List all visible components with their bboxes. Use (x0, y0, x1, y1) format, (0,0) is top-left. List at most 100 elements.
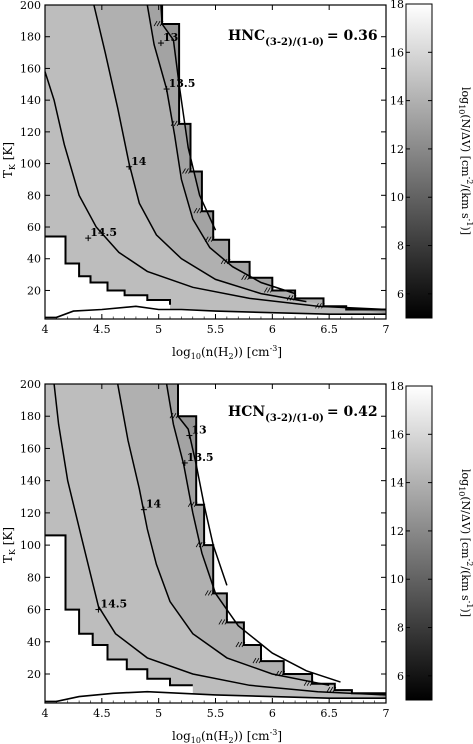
step-hatch (252, 657, 257, 664)
contour-line-1 (116, 383, 330, 687)
step-hatch (188, 168, 192, 174)
contour-line-2 (165, 383, 341, 683)
step-hatch (207, 236, 212, 242)
y-tick-label: 40 (27, 636, 41, 649)
step-hatch (241, 274, 245, 280)
step-hatch (221, 619, 226, 625)
colorbar-label: log10(N/ΔV) [cm-2/(km s-1)] (457, 87, 473, 235)
step-hatch (172, 413, 177, 419)
contour-label: 13 (163, 31, 178, 44)
contour-line-0 (53, 383, 387, 696)
valid-region (45, 384, 386, 702)
step-hatch (173, 120, 178, 127)
hcn-ratio-annotation: HCN(3-2)/(1-0) = 0.42 (228, 404, 378, 424)
x-tick-label: 7 (383, 707, 390, 720)
masked-floor (45, 691, 386, 703)
contour-line-2 (146, 4, 296, 295)
step-hatch (182, 168, 186, 174)
contour-label: 13 (191, 424, 206, 437)
step-hatch (156, 20, 161, 27)
colorbar-bottom: 6 8 10 12 14 16 18 log10(N/ΔV) [cm-2/(km s-1)] (390, 380, 473, 701)
step-hatch (176, 120, 181, 127)
boundary-low (45, 305, 386, 319)
contour-label: 14.5 (100, 598, 127, 611)
boundary-right (161, 5, 386, 311)
contour-label: 13.5 (169, 77, 196, 90)
y-tick-label: 160 (20, 442, 41, 455)
step-hatch (207, 590, 212, 596)
x-tick-label: 5 (155, 323, 162, 336)
y-tick-label: 60 (27, 221, 41, 234)
step-hatch (201, 541, 206, 548)
y-tick-label: 120 (20, 507, 41, 520)
x-tick-label: 6.5 (320, 707, 338, 720)
boundary-left (45, 534, 193, 687)
x-tick-label: 6.5 (320, 323, 338, 336)
x-axis-label: log10(n(H2)) [cm-3] (172, 728, 282, 744)
step-hatch (195, 541, 200, 548)
contour-line-3 (160, 4, 217, 231)
colorbar-tick-label: 12 (390, 143, 404, 156)
x-tick-label: 6 (269, 707, 276, 720)
step-hatch (329, 686, 334, 693)
x-tick-label: 5 (155, 707, 162, 720)
step-hatch (153, 20, 158, 27)
colorbar-tick-label: 16 (390, 428, 404, 441)
y-tick-label: 80 (27, 571, 41, 584)
y-tick-label: 80 (27, 189, 41, 202)
colorbar-tick-label: 14 (390, 95, 404, 108)
y-tick-label: 140 (20, 94, 41, 107)
x-tick-label: 4 (42, 707, 49, 720)
x-tick-label: 4.5 (93, 323, 111, 336)
step-hatch (193, 501, 198, 508)
colorbar-tick-label: 16 (390, 46, 404, 59)
masked-low-region (45, 535, 193, 703)
y-tick-label: 100 (20, 539, 41, 552)
step-hatch (235, 641, 240, 648)
colorbar-tick-label: 10 (390, 573, 404, 586)
boundary-right (177, 384, 386, 695)
x-tick-label: 6 (269, 323, 276, 336)
y-tick-label: 100 (20, 158, 41, 171)
step-hatch (210, 590, 215, 596)
y-axis-label: TK [K] (1, 142, 17, 178)
colorbar-tick-label: 14 (390, 477, 404, 490)
contour-label: 13.5 (187, 451, 214, 464)
colorbar-gradient (405, 385, 433, 701)
colorbar-tick-label: 6 (397, 670, 404, 683)
colorbar-tick-label: 10 (390, 191, 404, 204)
x-tick-label: 5.5 (207, 707, 225, 720)
step-hatch (238, 641, 243, 648)
step-hatch (266, 287, 271, 293)
y-tick-label: 40 (27, 253, 41, 266)
step-hatch (224, 619, 229, 625)
x-tick-label: 4.5 (93, 707, 111, 720)
step-hatch (185, 168, 189, 174)
y-tick-label: 20 (27, 668, 41, 681)
colorbar-tick-label: 12 (390, 525, 404, 538)
step-hatch (258, 657, 263, 664)
step-hatch (218, 619, 223, 625)
x-tick-label: 4 (42, 323, 49, 336)
contour-label: 14 (146, 498, 162, 511)
hcn-panel: 13 13.5 14 14.5 4 4.5 5 5.5 6 6.5 7 20 40 60 80 100 120 1… (1, 378, 390, 744)
contour-line-3 (177, 384, 228, 586)
y-tick-label: 180 (20, 31, 41, 44)
x-tick-label: 5.5 (207, 323, 225, 336)
hnc-ratio-annotation: HNC(3-2)/(1-0) = 0.36 (228, 28, 378, 48)
step-hatch (193, 207, 198, 214)
x-axis-label: log10(n(H2)) [cm-3] (172, 344, 282, 361)
contour-label: 14 (131, 155, 147, 168)
y-tick-label: 20 (27, 284, 41, 297)
x-tick-label: 7 (383, 323, 390, 336)
y-tick-label: 200 (20, 0, 41, 12)
boundary-low (45, 690, 386, 703)
y-axis-label: TK [K] (1, 527, 17, 563)
colorbar-tick-label: 18 (390, 380, 404, 393)
y-tick-label: 60 (27, 604, 41, 617)
y-tick-label: 200 (20, 378, 41, 391)
step-hatch (332, 686, 337, 693)
contour-label: 14.5 (90, 226, 117, 239)
boundary-left (45, 235, 171, 305)
